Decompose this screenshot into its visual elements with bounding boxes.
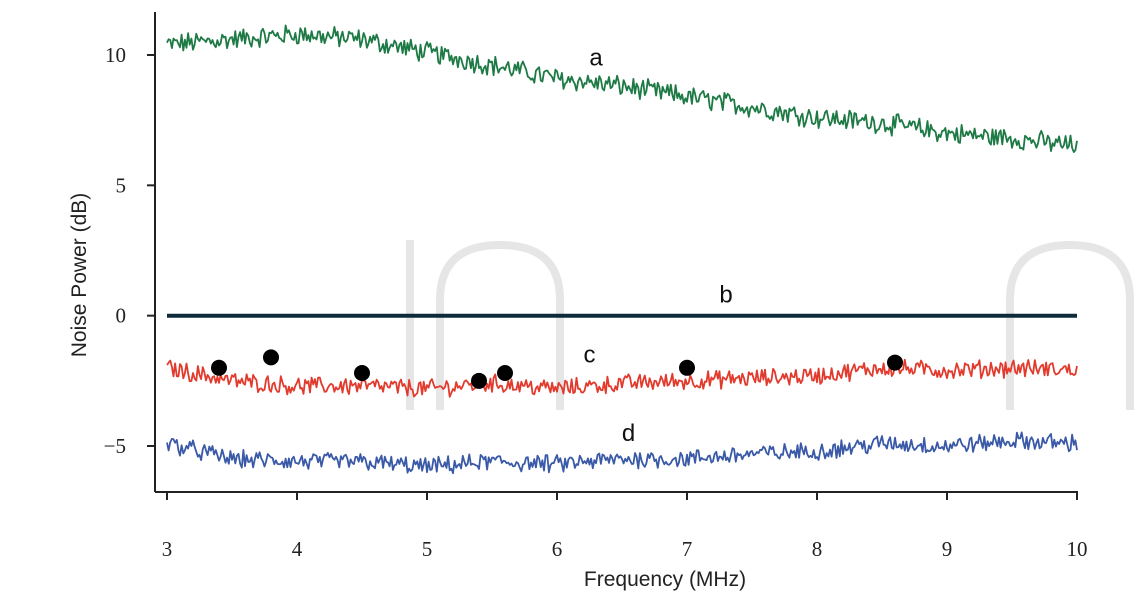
series-layer (166, 24, 1078, 475)
y-tick-label: 5 (116, 173, 127, 197)
y-ticks: −5 0 5 10 (104, 43, 155, 458)
axes-layer: 3 4 5 6 7 8 9 10 −5 0 5 10 Frequency (MHz) Noise P… (68, 12, 1088, 591)
series-label-c: c (584, 342, 596, 369)
series-line-a (166, 24, 1078, 153)
x-tick-label: 6 (552, 537, 563, 561)
x-tick-label: 10 (1067, 537, 1088, 561)
data-point-marker (497, 365, 513, 382)
x-tick-label: 9 (942, 537, 953, 561)
x-tick-label: 8 (812, 537, 823, 561)
data-point-marker (679, 359, 695, 376)
series-label-d: d (622, 420, 635, 447)
series-line-d (166, 431, 1078, 475)
data-point-marker (887, 354, 903, 371)
x-axis-title: Frequency (MHz) (584, 568, 746, 591)
series-line-c (166, 358, 1078, 398)
data-point-marker (471, 372, 487, 389)
y-tick-label: 0 (116, 304, 127, 328)
x-ticks: 3 4 5 6 7 8 9 10 (162, 492, 1088, 561)
x-tick-label: 5 (422, 537, 433, 561)
x-tick-label: 4 (292, 537, 303, 561)
y-axis-title: Noise Power (dB) (68, 193, 91, 358)
y-tick-label: −5 (104, 434, 126, 458)
series-label-b: b (719, 282, 732, 309)
x-tick-label: 7 (682, 537, 693, 561)
data-point-marker (354, 365, 370, 382)
series-label-a: a (589, 44, 603, 71)
data-point-marker (211, 359, 227, 376)
data-point-marker (263, 349, 279, 366)
y-tick-label: 10 (105, 43, 126, 67)
series-labels-layer: a b c d (584, 44, 733, 446)
markers-layer (211, 349, 903, 389)
x-tick-label: 3 (162, 537, 173, 561)
